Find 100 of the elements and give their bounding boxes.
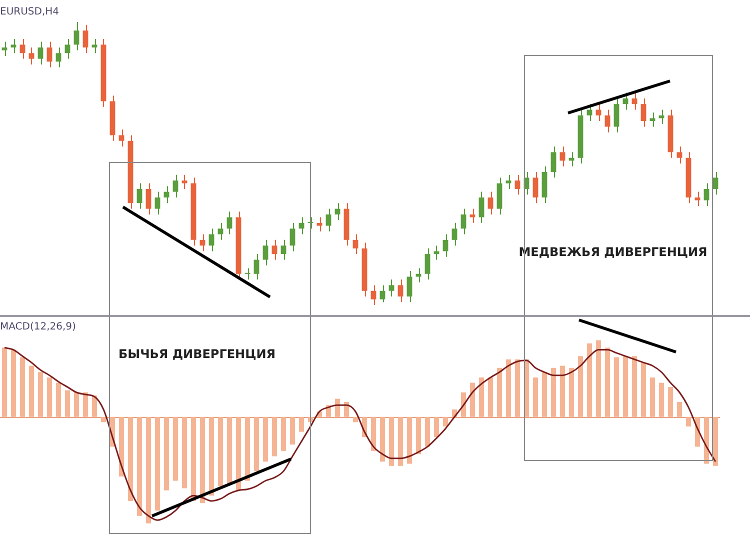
bar [551,368,556,417]
bar [623,356,628,417]
candlestick [460,208,466,235]
annotation: МЕДВЕЖЬЯ ДИВЕРГЕНЦИЯ [518,245,708,259]
candlestick [118,129,124,148]
bar [650,377,655,417]
bar [263,416,268,462]
bar [218,416,223,486]
candlestick [64,38,70,60]
candlestick [614,98,620,133]
candlestick [164,186,170,204]
bar [146,416,151,524]
bar [614,357,619,417]
bar [335,398,340,417]
candlestick [596,104,602,122]
bar [299,416,304,432]
bar [227,416,232,484]
candlestick [82,24,88,54]
bar [74,392,79,417]
candlestick [452,222,458,246]
candlestick [442,234,448,258]
bar [488,377,493,417]
bar [173,416,178,481]
bar [569,368,574,417]
candlestick [326,208,332,232]
bar [407,416,412,464]
bar [371,416,376,451]
candlestick [226,211,232,235]
candlestick [424,248,430,280]
bar [272,416,277,456]
candlestick [532,171,538,204]
candlestick [146,182,152,215]
bar [416,416,421,454]
candlestick [478,191,484,224]
candlestick [28,46,34,65]
bar [119,416,124,476]
bar [596,340,601,417]
bar [425,416,430,447]
candlestick [20,38,26,60]
bar [434,416,439,438]
bar [380,416,385,462]
candlestick [280,239,286,260]
candlestick [316,216,322,232]
bar [353,416,358,422]
bar [443,416,448,426]
candlestick [136,182,142,210]
bar [101,416,106,422]
bar [20,357,25,417]
bar [398,416,403,466]
bar [470,382,475,417]
bar [137,416,142,516]
bar [254,416,259,472]
bar [182,416,187,488]
bar [677,402,682,417]
candlestick [650,112,656,128]
bar [659,382,664,417]
bar [2,348,7,417]
candlestick [272,239,278,260]
candlestick [550,146,556,178]
bar [506,359,511,417]
candlestick [586,104,592,122]
candlestick [10,38,16,54]
bar [47,377,52,417]
candlestick [208,228,214,252]
bar [533,377,538,417]
chart-title: EURUSD,H4 [0,6,60,18]
bar [704,416,709,464]
candlestick [514,174,520,196]
candlestick [74,22,80,51]
candlestick [488,191,494,215]
bar [479,377,484,417]
bar [344,402,349,417]
candlestick [604,109,610,133]
candlestick [676,146,682,164]
bar [587,343,592,417]
candlestick [2,41,8,56]
annotation: БЫЧЬЯ ДИВЕРГЕНЦИЯ [118,347,276,361]
candlestick [380,284,386,303]
candlestick [506,174,512,190]
candlestick [640,98,646,128]
candlestick [398,279,404,303]
candlestick [172,174,178,198]
bar [11,350,16,417]
bar [164,416,169,490]
bar [668,387,673,417]
candlestick [254,254,260,280]
candlestick [38,41,44,65]
candlestick [704,182,710,206]
bar [578,356,583,417]
candlestick [352,234,358,255]
bar [92,396,97,417]
bar [281,416,286,451]
bar [713,416,718,466]
bar [515,359,520,417]
bar [209,416,214,496]
bar [56,382,61,417]
candlestick [92,38,98,54]
candlestick [388,279,394,298]
candlestick [218,222,224,240]
candlestick [560,146,566,167]
